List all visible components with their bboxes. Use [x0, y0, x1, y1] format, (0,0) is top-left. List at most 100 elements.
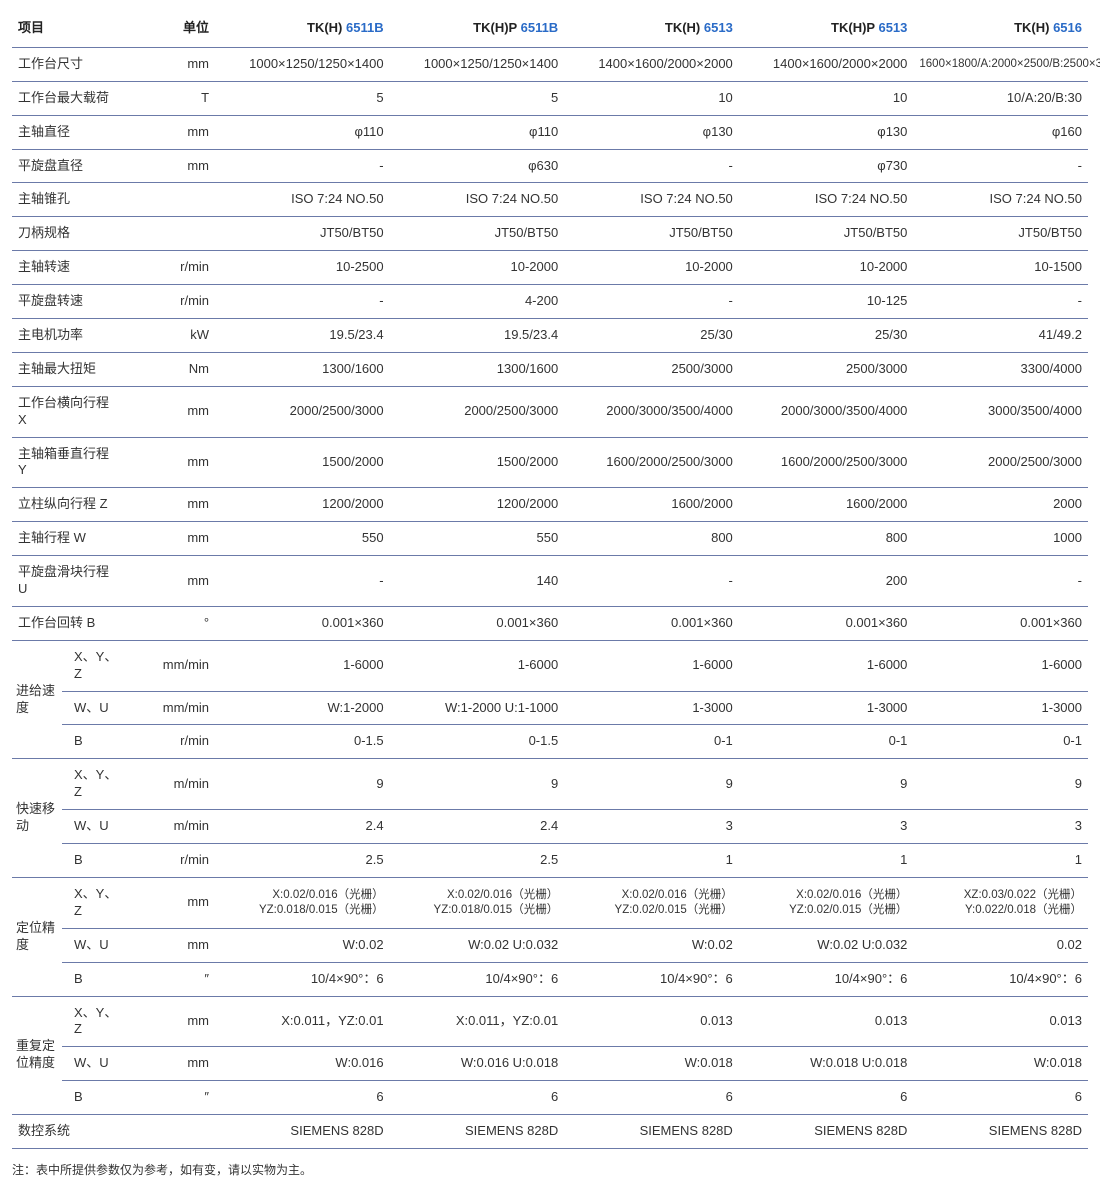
table-cell: B	[62, 1081, 127, 1115]
table-cell: SIEMENS 828D	[215, 1115, 390, 1149]
table-cell: 主轴箱垂直行程 Y	[12, 437, 127, 488]
table-cell: r/min	[127, 285, 215, 319]
table-cell: 主轴直径	[12, 115, 127, 149]
table-cell: 1600/2000	[739, 488, 914, 522]
table-cell: 10/A:20/B:30	[913, 81, 1088, 115]
table-cell: 10-125	[739, 285, 914, 319]
table-cell: W:1-2000 U:1-1000	[390, 691, 565, 725]
table-cell: JT50/BT50	[390, 217, 565, 251]
table-row: 主轴箱垂直行程 Ymm1500/20001500/20001600/2000/2…	[12, 437, 1088, 488]
table-row: W、Umm/minW:1-2000W:1-2000 U:1-10001-3000…	[12, 691, 1088, 725]
header-item: 项目	[12, 12, 127, 47]
table-cell: -	[913, 149, 1088, 183]
table-cell: 1600/2000	[564, 488, 739, 522]
table-cell: 10	[739, 81, 914, 115]
table-cell: 平旋盘滑块行程 U	[12, 556, 127, 607]
table-cell: X、Y、Z	[62, 759, 127, 810]
table-cell: m/min	[127, 759, 215, 810]
table-cell: W:0.018	[913, 1047, 1088, 1081]
table-cell: X、Y、Z	[62, 996, 127, 1047]
table-row: W、UmmW:0.02W:0.02 U:0.032W:0.02W:0.02 U:…	[12, 928, 1088, 962]
table-row: 快速移动X、Y、Zm/min99999	[12, 759, 1088, 810]
table-cell: 3000/3500/4000	[913, 386, 1088, 437]
table-cell: 1600×1800/A:2000×2500/B:2500×3000	[913, 47, 1088, 81]
table-cell: -	[564, 149, 739, 183]
table-body: 工作台尺寸mm1000×1250/1250×14001000×1250/1250…	[12, 47, 1088, 1148]
table-cell: -	[215, 285, 390, 319]
table-cell: mm	[127, 386, 215, 437]
table-row: 主轴最大扭矩Nm1300/16001300/16002500/30002500/…	[12, 352, 1088, 386]
table-cell: 10/4×90°：6	[564, 962, 739, 996]
header-model-3: TK(H)P 6513	[739, 12, 914, 47]
table-row: Br/min2.52.5111	[12, 844, 1088, 878]
table-cell: X:0.02/0.016（光栅）YZ:0.018/0.015（光栅）	[215, 877, 390, 928]
table-row: W、UmmW:0.016W:0.016 U:0.018W:0.018W:0.01…	[12, 1047, 1088, 1081]
table-cell: 550	[215, 522, 390, 556]
group-label: 定位精度	[12, 877, 62, 996]
table-cell: 200	[739, 556, 914, 607]
table-cell: W、U	[62, 1047, 127, 1081]
table-cell: T	[127, 81, 215, 115]
table-cell: mm/min	[127, 640, 215, 691]
table-cell: r/min	[127, 251, 215, 285]
table-cell: 9	[739, 759, 914, 810]
table-cell: 1400×1600/2000×2000	[739, 47, 914, 81]
table-row: 重复定位精度X、Y、ZmmX:0.011，YZ:0.01X:0.011，YZ:0…	[12, 996, 1088, 1047]
table-cell: ISO 7:24 NO.50	[215, 183, 390, 217]
table-cell: 3	[739, 810, 914, 844]
group-label: 重复定位精度	[12, 996, 62, 1115]
table-cell: φ130	[739, 115, 914, 149]
table-cell: 10/4×90°：6	[913, 962, 1088, 996]
table-cell	[127, 183, 215, 217]
table-cell: -	[913, 556, 1088, 607]
table-cell: W:0.018	[564, 1047, 739, 1081]
table-cell: 2.5	[390, 844, 565, 878]
table-cell: SIEMENS 828D	[739, 1115, 914, 1149]
table-cell: 2.4	[390, 810, 565, 844]
header-unit: 单位	[127, 12, 215, 47]
table-cell: 0.001×360	[215, 606, 390, 640]
table-cell: JT50/BT50	[913, 217, 1088, 251]
table-cell: -	[913, 285, 1088, 319]
table-cell: 1-6000	[564, 640, 739, 691]
table-cell: 2500/3000	[739, 352, 914, 386]
table-cell: 工作台最大载荷	[12, 81, 127, 115]
table-cell: 2000	[913, 488, 1088, 522]
table-cell: 6	[215, 1081, 390, 1115]
table-cell: 19.5/23.4	[215, 319, 390, 353]
table-cell: 25/30	[739, 319, 914, 353]
table-cell: JT50/BT50	[564, 217, 739, 251]
table-row: 进给速度X、Y、Zmm/min1-60001-60001-60001-60001…	[12, 640, 1088, 691]
table-cell: 0.001×360	[390, 606, 565, 640]
table-cell: X:0.011，YZ:0.01	[215, 996, 390, 1047]
table-row: 工作台最大载荷T55101010/A:20/B:30	[12, 81, 1088, 115]
table-row: 刀柄规格JT50/BT50JT50/BT50JT50/BT50JT50/BT50…	[12, 217, 1088, 251]
table-cell: ″	[127, 1081, 215, 1115]
table-cell: 10/4×90°：6	[215, 962, 390, 996]
group-label: 快速移动	[12, 759, 62, 878]
table-cell: 2000/3000/3500/4000	[739, 386, 914, 437]
table-cell: 0-1.5	[390, 725, 565, 759]
table-cell: SIEMENS 828D	[390, 1115, 565, 1149]
table-cell: 0-1	[564, 725, 739, 759]
table-cell: mm/min	[127, 691, 215, 725]
table-cell: 0-1	[739, 725, 914, 759]
table-cell: 0.013	[913, 996, 1088, 1047]
table-row: 定位精度X、Y、ZmmX:0.02/0.016（光栅）YZ:0.018/0.01…	[12, 877, 1088, 928]
table-cell: 2000/2500/3000	[390, 386, 565, 437]
table-row: 立柱纵向行程 Zmm1200/20001200/20001600/2000160…	[12, 488, 1088, 522]
table-cell: 1200/2000	[215, 488, 390, 522]
table-cell: X:0.02/0.016（光栅）YZ:0.02/0.015（光栅）	[564, 877, 739, 928]
table-cell: 1-3000	[564, 691, 739, 725]
table-cell: 10-2000	[564, 251, 739, 285]
table-cell: 0.001×360	[913, 606, 1088, 640]
table-cell: -	[215, 556, 390, 607]
table-cell: W:0.016	[215, 1047, 390, 1081]
table-row: 工作台尺寸mm1000×1250/1250×14001000×1250/1250…	[12, 47, 1088, 81]
table-cell: W:1-2000	[215, 691, 390, 725]
table-cell: 1	[564, 844, 739, 878]
table-cell: W:0.02	[564, 928, 739, 962]
table-cell: 140	[390, 556, 565, 607]
table-cell: -	[564, 285, 739, 319]
table-cell: 1-6000	[739, 640, 914, 691]
